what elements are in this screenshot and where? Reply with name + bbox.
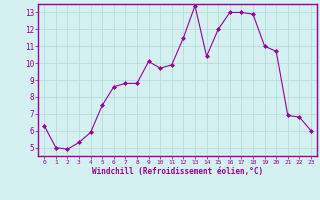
X-axis label: Windchill (Refroidissement éolien,°C): Windchill (Refroidissement éolien,°C) <box>92 167 263 176</box>
